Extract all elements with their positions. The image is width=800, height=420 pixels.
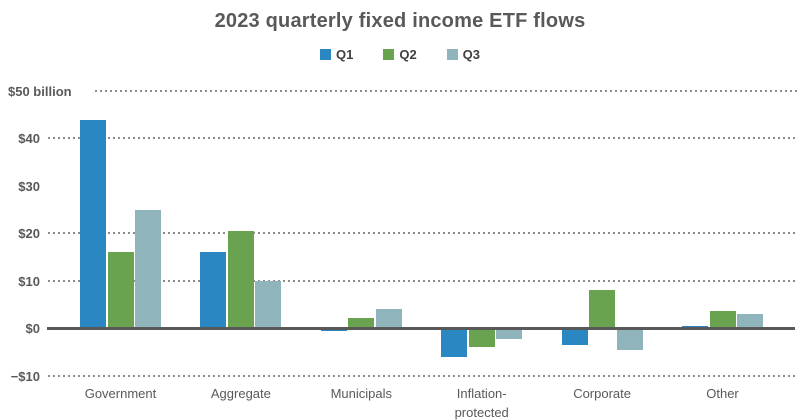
y-tick-label: $20	[18, 226, 40, 241]
bar-q1-government	[80, 120, 106, 328]
legend-swatch-q2	[383, 49, 395, 60]
bar-q2-corporate	[589, 290, 616, 328]
bar-q2-other	[709, 311, 736, 328]
category-label-inflation-protected: Inflation- protected	[454, 386, 509, 420]
bar-q2-inflation-protected	[468, 328, 495, 347]
bar-q3-inflation-protected	[496, 328, 523, 339]
bar-q2-aggregate	[227, 230, 254, 328]
y-tick-label: $10	[18, 273, 40, 289]
legend-swatch-q3	[446, 49, 458, 60]
bar-q2-government	[107, 252, 134, 328]
gridline	[48, 137, 797, 139]
category-label-other: Other	[706, 386, 739, 401]
bar-q3-aggregate	[255, 280, 282, 328]
y-tick-label: $50 billion	[8, 83, 72, 99]
category-label-aggregate: Aggregate	[210, 386, 271, 401]
zero-axis-line	[47, 327, 795, 330]
legend-label: Q3	[462, 47, 481, 62]
legend-item-q1: Q1	[319, 47, 354, 62]
bar-q3-corporate	[616, 328, 643, 351]
gridline	[48, 232, 797, 234]
y-tick-label: $40	[18, 131, 40, 146]
legend-item-q2: Q2	[383, 47, 417, 62]
y-tick-label: $30	[18, 178, 40, 194]
gridline	[48, 374, 797, 377]
gridline	[95, 89, 797, 92]
legend: Q1 Q2 Q3	[0, 47, 800, 62]
legend-item-q3: Q3	[446, 47, 481, 62]
legend-swatch-q1	[319, 49, 331, 60]
gridline	[48, 279, 797, 282]
category-label-government: Government	[84, 386, 157, 401]
chart-title: 2023 quarterly fixed income ETF flows	[214, 10, 586, 32]
bar-q1-aggregate	[200, 252, 227, 328]
category-label-municipals: Municipals	[330, 386, 392, 401]
bar-q3-municipals	[375, 309, 402, 328]
y-tick-label: $0	[25, 321, 40, 336]
bar-q1-inflation-protected	[441, 328, 468, 357]
bar-q3-government	[135, 210, 161, 328]
legend-label: Q2	[399, 47, 417, 62]
bar-q1-corporate	[561, 328, 588, 345]
legend-label: Q1	[335, 47, 354, 62]
bar-q2-municipals	[348, 317, 375, 328]
bar-q3-other	[737, 314, 763, 328]
y-tick-label: −$10	[10, 368, 40, 384]
category-label-corporate: Corporate	[573, 386, 631, 401]
bar-q1-other	[682, 325, 708, 328]
